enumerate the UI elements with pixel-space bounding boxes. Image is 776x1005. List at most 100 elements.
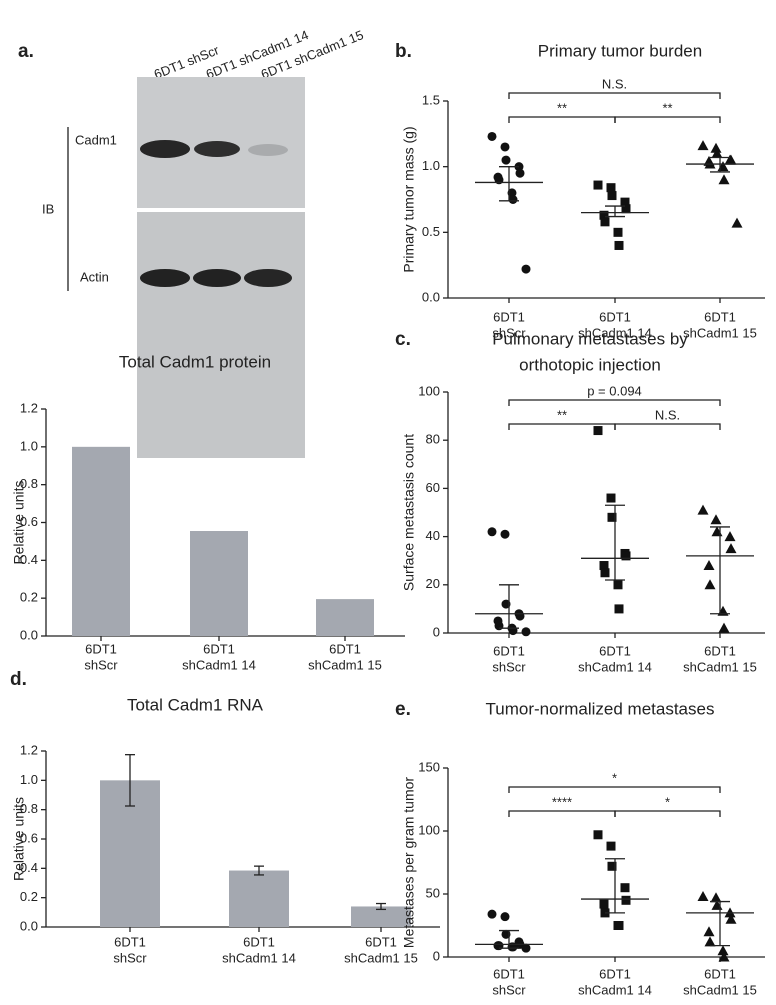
- data-point: [697, 891, 709, 902]
- y-tick-label: 0: [433, 948, 440, 963]
- data-point: [614, 921, 624, 930]
- significance-label: N.S.: [655, 407, 680, 422]
- y-axis-label: Surface metastasis count: [401, 434, 417, 591]
- x-tick-label: 6DT1: [599, 309, 631, 324]
- x-tick-label: 6DT1: [704, 966, 736, 981]
- data-point: [620, 883, 630, 893]
- y-tick-label: 0.0: [20, 918, 38, 933]
- data-point: [621, 551, 631, 561]
- blot-panel: a. 6DT1 shScr 6DT1 shCadm1 14 6DT1 shCad…: [18, 27, 366, 458]
- data-point: [613, 227, 623, 237]
- data-point: [500, 912, 510, 922]
- data-point: [613, 580, 623, 590]
- data-point: [710, 514, 722, 525]
- data-point: [703, 560, 715, 571]
- data-point: [614, 604, 624, 614]
- y-axis-label: Relative units: [11, 797, 27, 881]
- significance-label: p = 0.094: [587, 383, 642, 398]
- significance-bracket: [508, 116, 616, 123]
- panel-label: b.: [395, 41, 412, 62]
- x-tick-label: shCadm1 14: [222, 950, 296, 965]
- y-tick-label: 1.2: [20, 400, 38, 415]
- y-tick-label: 0.0: [422, 289, 440, 304]
- significance-bracket: [614, 423, 721, 430]
- blot-image: [137, 212, 305, 458]
- data-point: [620, 197, 630, 207]
- data-point: [704, 936, 716, 947]
- data-point: [599, 561, 609, 571]
- y-tick-label: 0.4: [20, 860, 38, 875]
- band: [140, 140, 190, 158]
- data-point: [606, 183, 616, 193]
- band: [248, 144, 288, 156]
- x-tick-label: 6DT1: [243, 934, 275, 949]
- y-tick-label: 0.6: [20, 830, 38, 845]
- data-point: [501, 599, 511, 609]
- x-tick-label: 6DT1: [704, 643, 736, 658]
- bar: [190, 531, 248, 636]
- data-point: [621, 895, 631, 905]
- data-point: [494, 621, 504, 631]
- significance-bracket: [614, 116, 721, 123]
- panel-label: e.: [395, 699, 411, 720]
- band: [140, 269, 190, 287]
- x-tick-label: 6DT1: [599, 966, 631, 981]
- y-tick-label: 1.2: [20, 742, 38, 757]
- x-tick-label: shScr: [492, 659, 526, 674]
- y-tick-label: 0: [433, 624, 440, 639]
- y-tick-label: 0.4: [20, 552, 38, 567]
- y-tick-label: 150: [418, 759, 440, 774]
- data-point: [593, 426, 603, 436]
- data-point: [725, 154, 737, 165]
- data-point: [724, 531, 736, 542]
- data-point: [521, 627, 531, 637]
- data-point: [500, 142, 510, 152]
- significance-bracket: [508, 92, 721, 99]
- y-tick-label: 0.2: [20, 590, 38, 605]
- y-tick-label: 1.0: [20, 772, 38, 787]
- y-tick-label: 80: [426, 432, 440, 447]
- y-tick-label: 0.6: [20, 514, 38, 529]
- data-point: [501, 155, 511, 165]
- x-tick-label: shCadm1 15: [308, 657, 382, 672]
- x-tick-label: shCadm1 15: [683, 325, 757, 340]
- data-point: [599, 899, 609, 909]
- y-tick-label: 1.0: [422, 158, 440, 173]
- y-tick-label: 0.0: [20, 627, 38, 642]
- bar: [351, 906, 411, 927]
- significance-label: **: [662, 100, 672, 115]
- chart-title: Primary tumor burden: [538, 41, 702, 60]
- data-point: [606, 493, 616, 503]
- data-point: [593, 830, 603, 840]
- data-point: [718, 951, 730, 962]
- y-tick-label: 20: [426, 576, 440, 591]
- data-point: [521, 943, 531, 953]
- data-point: [508, 195, 518, 204]
- data-point: [621, 204, 631, 214]
- bar: [316, 599, 374, 636]
- y-tick-label: 1.0: [20, 438, 38, 453]
- x-tick-label: 6DT1: [704, 309, 736, 324]
- significance-label: *: [612, 770, 617, 785]
- significance-bracket: [508, 786, 721, 793]
- x-tick-label: shCadm1 14: [578, 982, 652, 997]
- x-tick-label: 6DT1: [599, 643, 631, 658]
- y-axis-label: Metastases per gram tumor: [401, 777, 417, 949]
- panel-label: c.: [395, 329, 411, 350]
- data-point: [731, 217, 743, 228]
- row-label: Actin: [80, 269, 109, 284]
- band: [194, 141, 240, 157]
- y-axis-label: Primary tumor mass (g): [401, 126, 417, 272]
- significance-bracket: [508, 399, 721, 406]
- data-point: [703, 926, 715, 937]
- x-tick-label: shCadm1 15: [344, 950, 418, 965]
- data-point: [717, 945, 729, 956]
- x-tick-label: shCadm1 15: [683, 982, 757, 997]
- data-point: [697, 504, 709, 515]
- x-tick-label: shScr: [113, 950, 147, 965]
- data-point: [515, 611, 525, 621]
- y-tick-label: 0.8: [20, 476, 38, 491]
- data-point: [710, 142, 722, 153]
- data-point: [607, 191, 617, 201]
- y-tick-label: 1.5: [422, 92, 440, 107]
